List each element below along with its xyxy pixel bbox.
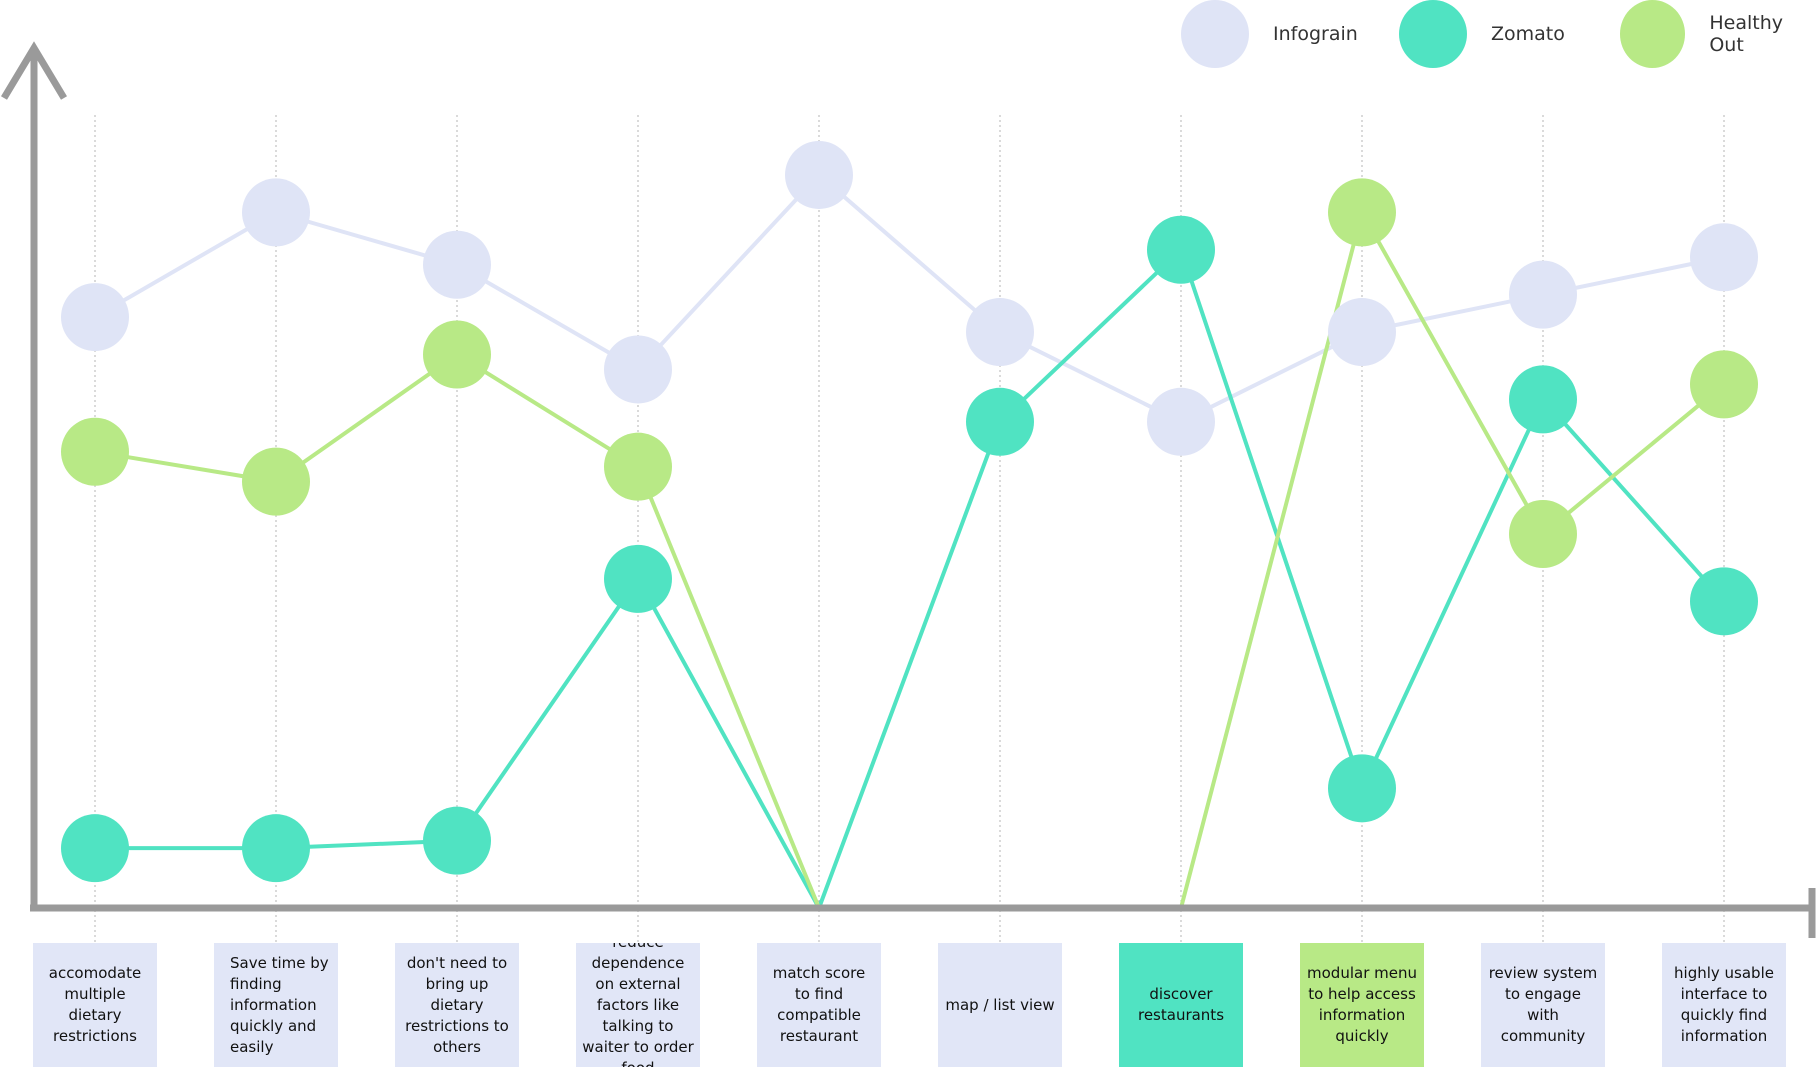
point-healthy-out-8 bbox=[1328, 178, 1396, 247]
category-label-8: modular menu to help access information … bbox=[1300, 943, 1424, 1067]
category-label-4: reduce dependence on external factors li… bbox=[576, 943, 700, 1067]
legend-swatch bbox=[1399, 0, 1467, 68]
point-healthy-out-1 bbox=[61, 417, 129, 486]
point-zomato-6 bbox=[966, 387, 1034, 456]
legend-label: Zomato bbox=[1491, 23, 1565, 45]
category-label-10: highly usable interface to quickly find … bbox=[1662, 943, 1786, 1067]
category-label-7: discover restaurants bbox=[1119, 943, 1243, 1067]
point-infograin-8 bbox=[1328, 298, 1396, 367]
category-label-9: review system to engage with community bbox=[1481, 943, 1605, 1067]
point-zomato-3 bbox=[423, 806, 491, 875]
category-label-3: don't need to bring up dietary restricti… bbox=[395, 943, 519, 1067]
point-healthy-out-2 bbox=[242, 447, 310, 516]
legend-item-zomato: Zomato bbox=[1399, 0, 1565, 68]
category-label-1: accomodate multiple dietary restrictions bbox=[33, 943, 157, 1067]
axes bbox=[0, 41, 1816, 938]
y-axis-arrow bbox=[0, 41, 68, 100]
series-line-zomato bbox=[95, 247, 1726, 910]
category-label-2: Save time by finding information quickly… bbox=[214, 943, 338, 1067]
point-infograin-6 bbox=[966, 298, 1034, 367]
legend-item-infograin: Infograin bbox=[1181, 0, 1358, 68]
point-zomato-4 bbox=[604, 544, 672, 613]
point-zomato-8 bbox=[1328, 754, 1396, 823]
point-infograin-9 bbox=[1509, 260, 1577, 329]
legend-item-healthy-out: Healthy Out bbox=[1620, 0, 1819, 68]
point-infograin-5 bbox=[785, 140, 853, 209]
point-healthy-out-9 bbox=[1509, 500, 1577, 568]
point-healthy-out-10 bbox=[1690, 350, 1758, 419]
point-healthy-out-3 bbox=[423, 320, 491, 389]
point-infograin-4 bbox=[604, 335, 672, 404]
legend-swatch bbox=[1181, 0, 1249, 68]
point-infograin-10 bbox=[1690, 223, 1758, 292]
category-label-5: match score to find compatible restauran… bbox=[757, 943, 881, 1067]
point-zomato-7 bbox=[1147, 215, 1215, 284]
point-zomato-10 bbox=[1690, 567, 1758, 636]
data-points bbox=[61, 140, 1758, 883]
series-lines bbox=[93, 172, 1726, 910]
point-zomato-9 bbox=[1509, 365, 1577, 434]
legend-label: Healthy Out bbox=[1709, 12, 1783, 56]
point-healthy-out-4 bbox=[604, 432, 672, 501]
point-zomato-2 bbox=[242, 814, 310, 883]
point-zomato-1 bbox=[61, 814, 129, 883]
point-infograin-3 bbox=[423, 230, 491, 299]
category-label-6: map / list view bbox=[938, 943, 1062, 1067]
series-line-healthy-out bbox=[94, 210, 1726, 910]
legend-swatch bbox=[1620, 0, 1686, 68]
legend-label: Infograin bbox=[1273, 23, 1358, 45]
series-line-infograin bbox=[93, 172, 1725, 424]
point-infograin-1 bbox=[61, 283, 129, 352]
point-infograin-2 bbox=[242, 178, 310, 247]
point-infograin-7 bbox=[1147, 387, 1215, 456]
